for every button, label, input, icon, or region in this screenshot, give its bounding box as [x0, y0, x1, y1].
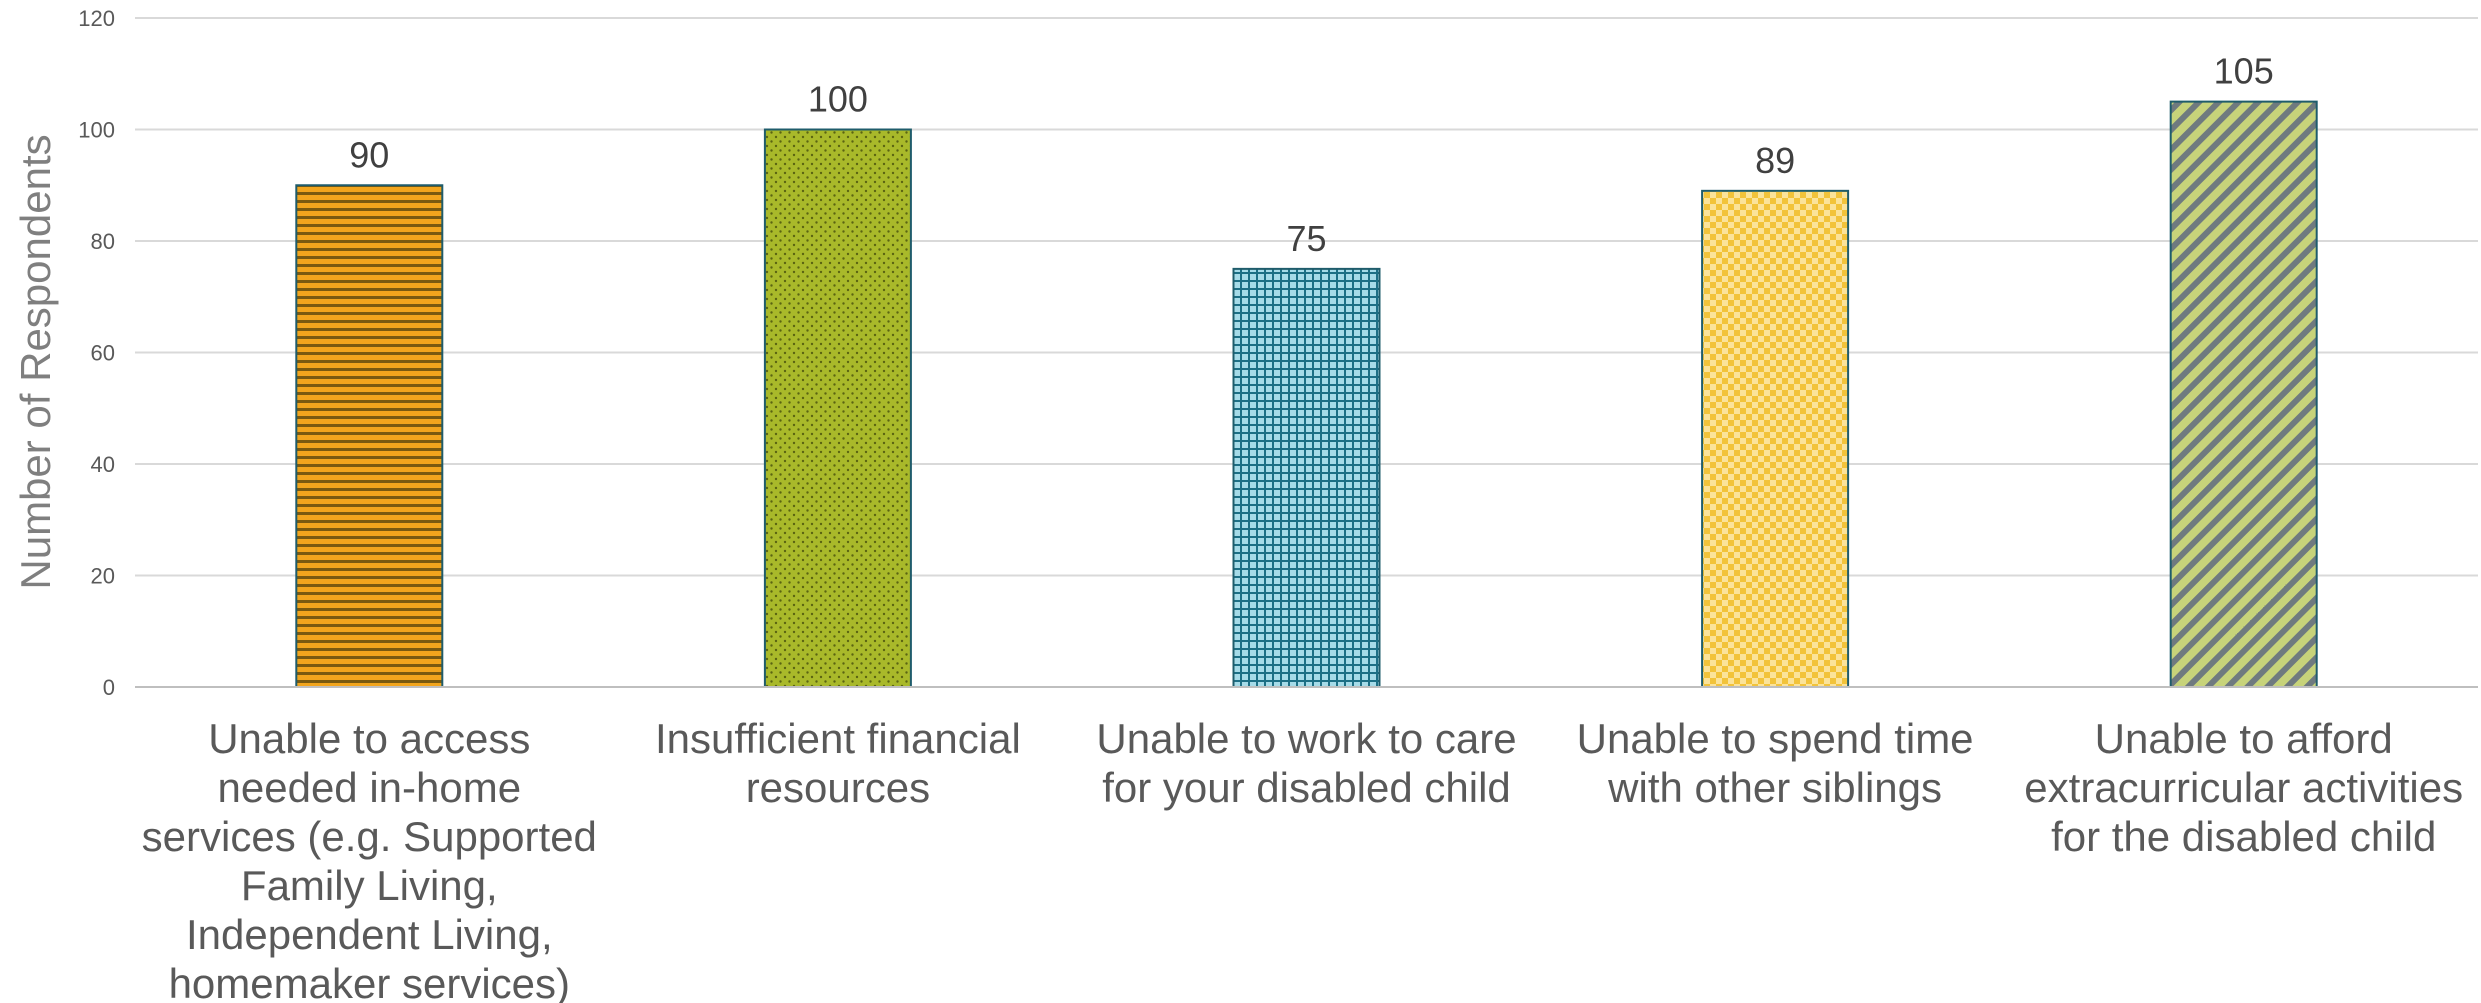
category-label-line: Unable to afford — [2095, 715, 2393, 762]
category-label-line: homemaker services) — [169, 960, 570, 1003]
y-tick-label: 100 — [78, 118, 115, 143]
y-tick-label: 120 — [78, 6, 115, 31]
bar — [2169, 100, 2318, 688]
category-label-line: for the disabled child — [2051, 813, 2436, 860]
category-label: Insufficient financial resources — [655, 715, 1021, 811]
category-label: Unable to spend time with other siblings — [1577, 715, 1974, 811]
data-label: 89 — [1755, 140, 1795, 181]
y-axis-ticks: 0 20 40 60 80 100 120 — [78, 6, 115, 700]
category-label: Unable to access needed in-home services (… — [142, 715, 597, 1003]
category-label-line: Unable to access — [208, 715, 530, 762]
category-label: Unable to work to care for your disabled … — [1096, 715, 1516, 811]
category-label-line: Unable to work to care — [1096, 715, 1516, 762]
y-tick-label: 60 — [91, 341, 115, 366]
category-labels: Unable to access needed in-home services (… — [142, 715, 2463, 1003]
data-label: 90 — [349, 134, 389, 175]
bar — [295, 184, 444, 688]
category-label-line: services (e.g. Supported — [142, 813, 597, 860]
category-label-line: needed in-home — [218, 764, 522, 811]
bar — [763, 128, 912, 688]
category-label-line: resources — [746, 764, 930, 811]
category-label-line: Independent Living, — [186, 911, 553, 958]
bar — [1232, 267, 1381, 688]
y-axis-title: Number of Respondents — [12, 134, 59, 589]
category-label-line: with other siblings — [1607, 764, 1942, 811]
bar — [1701, 189, 1850, 688]
category-label-line: extracurricular activities — [2024, 764, 2463, 811]
bars — [295, 100, 2318, 688]
y-tick-label: 0 — [103, 675, 115, 700]
category-label-line: Unable to spend time — [1577, 715, 1974, 762]
y-tick-label: 20 — [91, 564, 115, 589]
category-label: Unable to afford extracurricular activiti… — [2024, 715, 2463, 860]
y-tick-label: 40 — [91, 452, 115, 477]
category-label-line: Family Living, — [241, 862, 498, 909]
data-label: 100 — [808, 79, 868, 120]
value-labels: 90 100 75 89 105 — [349, 51, 2273, 259]
category-label-line: Insufficient financial — [655, 715, 1021, 762]
y-tick-label: 80 — [91, 229, 115, 254]
category-label-line: for your disabled child — [1102, 764, 1511, 811]
data-label: 75 — [1286, 218, 1326, 259]
data-label: 105 — [2214, 51, 2274, 92]
